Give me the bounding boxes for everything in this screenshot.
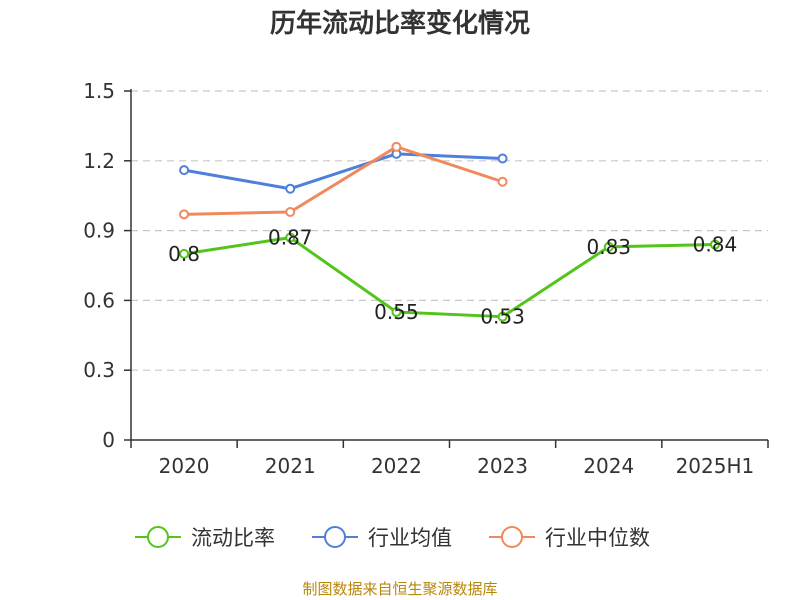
legend-swatch-marker [501, 526, 523, 548]
y-tick-label: 1.5 [83, 79, 115, 103]
legend-label: 行业中位数 [545, 526, 650, 550]
grid-lines [131, 90, 768, 371]
source-note: 制图数据来自恒生聚源数据库 [302, 580, 497, 598]
legend-label: 流动比率 [191, 526, 275, 550]
legend[interactable]: 流动比率 行业均值 行业中位数 [135, 526, 650, 550]
y-tick-label: 0 [102, 428, 115, 452]
data-label: 0.53 [480, 305, 525, 329]
series-line-3 [184, 145, 504, 216]
data-label: 0.83 [586, 235, 631, 259]
y-tick-label: 1.2 [83, 149, 115, 173]
data-point [285, 183, 296, 194]
data-point [603, 241, 614, 252]
data-point [497, 153, 508, 164]
data-label: 0.55 [374, 300, 419, 324]
data-label: 0.8 [168, 242, 200, 266]
series-line-1 [183, 236, 715, 319]
data-point [285, 206, 296, 217]
legend-item-1[interactable]: 流动比率 [135, 526, 275, 550]
y-tick-label: 0.6 [83, 288, 115, 312]
data-point [709, 239, 720, 250]
data-point [497, 311, 508, 322]
legend-swatch-marker [147, 526, 169, 548]
data-point [391, 141, 402, 152]
axes [124, 89, 769, 448]
x-tick-label: 2023 [477, 454, 528, 478]
legend-label: 行业均值 [368, 526, 452, 550]
x-tick-label: 2021 [265, 454, 316, 478]
data-point [285, 232, 296, 243]
chart-title: 历年流动比率变化情况 [270, 8, 530, 39]
data-point [497, 176, 508, 187]
legend-item-3[interactable]: 行业中位数 [489, 526, 650, 550]
legend-item-2[interactable]: 行业均值 [312, 526, 452, 550]
data-label: 0.87 [268, 226, 313, 250]
x-tick-label: 2022 [371, 454, 422, 478]
y-tick-label: 0.3 [83, 358, 115, 382]
data-point [179, 165, 190, 176]
x-tick-label: 2025H1 [676, 454, 755, 478]
x-tick-label: 2020 [159, 454, 210, 478]
x-tick-label: 2024 [583, 454, 634, 478]
series-line-2 [183, 152, 503, 191]
data-label: 0.84 [693, 233, 738, 257]
data-labels: 0.8 0.87 0.55 0.53 0.83 0.84 [168, 226, 737, 329]
y-tick-label: 0.9 [83, 219, 115, 243]
x-axis-ticks: 2020 2021 2022 2023 2024 2025H1 [159, 454, 755, 478]
series-lines [179, 141, 720, 322]
y-axis-ticks: 0 0.3 0.6 0.9 1.2 1.5 [83, 79, 115, 452]
data-point [179, 248, 190, 259]
legend-swatch-marker [324, 526, 346, 548]
data-point [179, 209, 190, 220]
data-point [391, 307, 402, 318]
